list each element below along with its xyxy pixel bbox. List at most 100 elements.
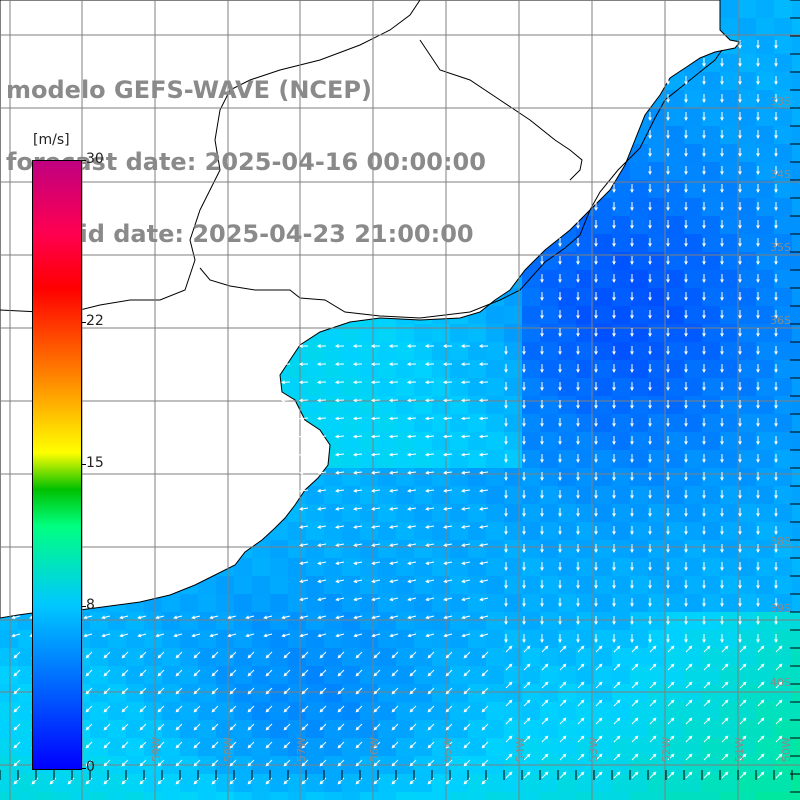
wind-cell — [720, 90, 738, 108]
wind-arrow — [612, 616, 616, 626]
wind-arrow — [424, 398, 435, 403]
wind-cell — [720, 432, 738, 450]
wind-arrow — [558, 562, 562, 572]
wind-arrow — [630, 562, 634, 572]
wind-cell — [648, 666, 666, 684]
wind-cell — [666, 90, 684, 108]
wind-cell — [414, 630, 432, 648]
wind-cell — [594, 522, 612, 540]
wind-cell — [522, 450, 540, 468]
wind-arrow — [280, 398, 291, 403]
wind-cell — [468, 396, 486, 414]
wind-arrow — [139, 741, 147, 749]
wind-arrow — [406, 452, 417, 457]
wind-cell — [648, 522, 666, 540]
wind-cell — [612, 288, 630, 306]
wind-cell — [234, 720, 252, 738]
wind-arrow — [353, 543, 363, 547]
wind-arrow — [157, 687, 165, 695]
wind-cell — [720, 684, 738, 702]
wind-cell — [378, 540, 396, 558]
wind-arrow — [720, 364, 724, 374]
wind-cell — [648, 540, 666, 558]
wind-cell — [738, 306, 756, 324]
wind-cell — [738, 450, 756, 468]
wind-cell — [576, 702, 594, 720]
wind-arrow — [612, 508, 616, 518]
wind-cell — [558, 378, 576, 396]
wind-arrow — [738, 508, 742, 518]
wind-arrow — [481, 669, 489, 677]
wind-cell — [504, 432, 522, 450]
wind-arrow — [443, 470, 453, 475]
wind-arrow — [298, 362, 309, 367]
wind-cell — [774, 378, 792, 396]
wind-cell — [576, 324, 594, 342]
wind-arrow — [720, 436, 724, 446]
wind-cell — [234, 612, 252, 630]
wind-cell — [612, 558, 630, 576]
wind-arrow — [774, 274, 778, 284]
wind-cell — [270, 558, 288, 576]
wind-cell — [558, 540, 576, 558]
wind-arrow — [685, 753, 693, 761]
wind-arrow — [576, 202, 580, 212]
wind-arrow — [301, 759, 309, 767]
wind-cell — [558, 720, 576, 738]
wind-cell — [594, 774, 612, 792]
wind-cell — [666, 720, 684, 738]
wind-arrow — [191, 633, 201, 638]
wind-cell — [756, 270, 774, 288]
wind-cell — [324, 630, 342, 648]
wind-cell — [414, 558, 432, 576]
colorbar-tick-label: 22 — [86, 313, 104, 330]
wind-arrow — [427, 759, 435, 767]
wind-arrow — [595, 699, 603, 707]
wind-arrow — [370, 398, 381, 403]
wind-arrow — [319, 651, 327, 659]
wind-cell — [504, 738, 522, 756]
wind-cell — [540, 684, 558, 702]
wind-arrow — [157, 705, 165, 713]
wind-arrow — [630, 274, 634, 284]
wind-cell — [738, 558, 756, 576]
wind-arrow — [612, 364, 616, 374]
wind-cell — [558, 270, 576, 288]
wind-cell — [180, 738, 198, 756]
wind-arrow — [504, 598, 508, 608]
wind-cell — [792, 486, 800, 504]
wind-arrow — [479, 470, 489, 475]
wind-cell — [702, 522, 720, 540]
wind-arrow — [463, 723, 471, 731]
wind-arrow — [594, 202, 598, 212]
wind-cell — [720, 522, 738, 540]
wind-arrow — [756, 328, 760, 338]
wind-arrow — [720, 580, 724, 590]
wind-arrow — [612, 454, 616, 464]
wind-arrow — [540, 490, 544, 500]
wind-arrow — [756, 508, 760, 518]
wind-arrow — [370, 434, 381, 439]
wind-cell — [252, 630, 270, 648]
wind-arrow — [721, 645, 729, 653]
wind-arrow — [460, 398, 471, 403]
wind-cell — [342, 684, 360, 702]
wind-cell — [756, 306, 774, 324]
wind-cell — [198, 612, 216, 630]
wind-arrow — [523, 717, 531, 725]
wind-arrow — [523, 645, 531, 653]
wind-arrow — [139, 687, 147, 695]
wind-cell — [774, 252, 792, 270]
wind-cell — [522, 612, 540, 630]
wind-arrow — [702, 220, 706, 230]
wind-arrow — [648, 112, 652, 122]
wind-cell — [702, 360, 720, 378]
wind-cell — [738, 540, 756, 558]
wind-arrow — [540, 220, 544, 230]
wind-arrow — [355, 741, 363, 749]
wind-arrow — [370, 380, 381, 385]
wind-arrow — [630, 184, 634, 194]
wind-cell — [774, 684, 792, 702]
wind-arrow — [391, 723, 399, 731]
wind-cell — [684, 216, 702, 234]
